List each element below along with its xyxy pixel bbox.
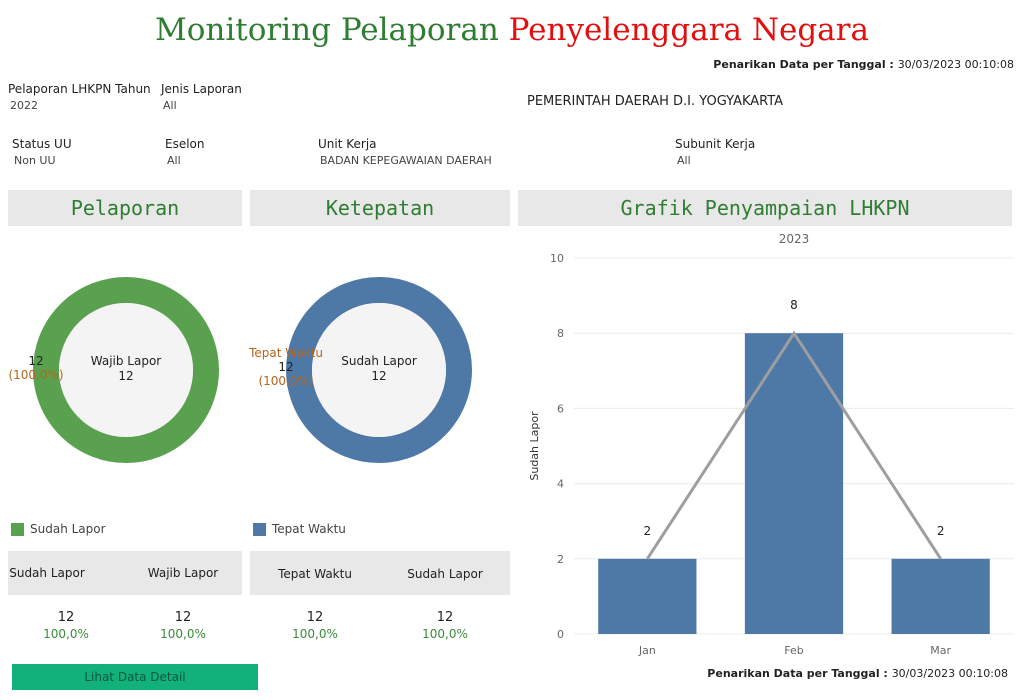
- pelaporan-wajib-value: 12: [174, 610, 192, 625]
- filter-unit-value[interactable]: BADAN KEPEGAWAIAN DAERAH: [320, 154, 492, 167]
- ketepatan-center: Sudah Lapor 12: [319, 354, 439, 383]
- chart-ytick-label: 6: [557, 402, 564, 415]
- filter-jenis-value[interactable]: All: [163, 99, 177, 112]
- chart-ytick-label: 4: [557, 478, 564, 491]
- ketepatan-ann-value: 12: [278, 360, 294, 374]
- ketepatan-tepat-value: 12: [306, 610, 324, 625]
- page-title: Monitoring Pelaporan Penyelenggara Negar…: [155, 12, 869, 48]
- data-timestamp-bottom: Penarikan Data per Tanggal : 30/03/2023 …: [707, 667, 1008, 680]
- ketepatan-tepat-pct: 100,0%: [292, 627, 338, 641]
- chart-data-label: 2: [644, 524, 652, 538]
- filter-eselon-value[interactable]: All: [167, 154, 181, 167]
- chart-title: 2023: [779, 232, 810, 246]
- ketepatan-center-label: Sudah Lapor: [341, 354, 417, 368]
- pelaporan-sudah-pct: 100,0%: [43, 627, 89, 641]
- pelaporan-legend: Sudah Lapor: [11, 522, 106, 536]
- grafik-header: Grafik Penyampaian LHKPN: [518, 190, 1012, 226]
- filter-eselon-label: Eselon: [165, 137, 205, 151]
- chart-xtick-label: Jan: [638, 644, 656, 657]
- pelaporan-col-sudah-lapor: Sudah Lapor: [9, 566, 85, 580]
- grafik-chart[interactable]: 2023 Sudah Lapor 0 2 4 6 8 10 Jan Feb Mar 2 8 2: [518, 228, 1018, 660]
- filter-unit[interactable]: Unit Kerja BADAN KEPEGAWAIAN DAERAH: [318, 137, 492, 167]
- ketepatan-legend: Tepat Waktu: [253, 522, 346, 536]
- ketepatan-col-sudah-lapor: Sudah Lapor: [407, 567, 483, 581]
- pelaporan-legend-swatch: [11, 522, 24, 536]
- instansi-name: PEMERINTAH DAERAH D.I. YOGYAKARTA: [527, 94, 784, 109]
- filter-tahun-value[interactable]: 2022: [10, 99, 38, 112]
- chart-data-label: 2: [937, 524, 945, 538]
- chart-bar: [598, 558, 697, 634]
- pelaporan-wajib-pct: 100,0%: [160, 627, 206, 641]
- ketepatan-center-value: 12: [371, 369, 387, 383]
- filter-subunit-label: Subunit Kerja: [675, 137, 756, 151]
- pelaporan-donut-hole: [59, 303, 193, 437]
- pelaporan-header: Pelaporan: [8, 190, 242, 226]
- ketepatan-ann-label: Tepat Waktu: [249, 346, 323, 360]
- chart-ylabel: Sudah Lapor: [528, 411, 541, 481]
- filter-tahun[interactable]: Pelaporan LHKPN Tahun 2022: [8, 82, 151, 112]
- chart-data-label: 8: [790, 298, 798, 312]
- filter-eselon[interactable]: Eselon All: [165, 137, 205, 167]
- pelaporan-center: Wajib Lapor 12: [66, 354, 186, 383]
- filter-jenis-label: Jenis Laporan: [161, 82, 242, 96]
- chart-ytick-label: 8: [557, 327, 564, 340]
- pelaporan-donut-ring[interactable]: [33, 277, 219, 463]
- chart-xtick-label: Mar: [930, 644, 951, 657]
- pelaporan-table-header: [8, 551, 242, 595]
- pelaporan-sudah-value: 12: [57, 610, 75, 625]
- chart-ytick-label: 10: [550, 252, 564, 265]
- ketepatan-legend-label: Tepat Waktu: [272, 522, 346, 536]
- pelaporan-center-value: 12: [118, 369, 134, 383]
- pelaporan-legend-label: Sudah Lapor: [30, 522, 106, 536]
- ketepatan-sudah-value: 12: [436, 610, 454, 625]
- ketepatan-header: Ketepatan: [250, 190, 510, 226]
- pelaporan-annotation: 12 (100,0%): [8, 354, 64, 382]
- pelaporan-center-label: Wajib Lapor: [90, 354, 162, 368]
- lihat-data-detail-button[interactable]: Lihat Data Detail: [12, 664, 258, 690]
- ketepatan-col-tepat-waktu: Tepat Waktu: [278, 567, 352, 581]
- ketepatan-donut[interactable]: [283, 274, 475, 466]
- pelaporan-donut[interactable]: [30, 274, 222, 466]
- data-timestamp-top: Penarikan Data per Tanggal : 30/03/2023 …: [713, 58, 1014, 71]
- filter-subunit-value[interactable]: All: [677, 154, 691, 167]
- chart-bar: [744, 333, 844, 634]
- ketepatan-donut-ring[interactable]: [286, 277, 472, 463]
- pelaporan-col-wajib-lapor: Wajib Lapor: [147, 566, 219, 580]
- ketepatan-table-header: [250, 551, 510, 595]
- chart-bar: [891, 558, 990, 634]
- filter-unit-label: Unit Kerja: [318, 137, 377, 151]
- chart-line: [646, 330, 942, 560]
- filter-status-label: Status UU: [12, 137, 72, 151]
- filter-subunit[interactable]: Subunit Kerja All: [675, 137, 755, 167]
- ketepatan-legend-swatch: [253, 522, 266, 536]
- pelaporan-ann-value: 12: [28, 354, 44, 368]
- filter-jenis[interactable]: Jenis Laporan All: [161, 82, 242, 112]
- ketepatan-annotation: Tepat Waktu 12 (100,0%): [248, 346, 324, 388]
- chart-ytick-label: 0: [557, 628, 564, 641]
- ketepatan-ann-pct: (100,0%): [258, 374, 314, 388]
- filter-status[interactable]: Status UU Non UU: [12, 137, 72, 167]
- ketepatan-donut-hole: [312, 303, 446, 437]
- filter-status-value[interactable]: Non UU: [14, 154, 56, 167]
- chart-ytick-label: 2: [557, 553, 564, 566]
- ketepatan-sudah-pct: 100,0%: [422, 627, 468, 641]
- filter-tahun-label: Pelaporan LHKPN Tahun: [8, 82, 151, 96]
- pelaporan-ann-pct: (100,0%): [8, 368, 64, 382]
- chart-xtick-label: Feb: [784, 644, 803, 657]
